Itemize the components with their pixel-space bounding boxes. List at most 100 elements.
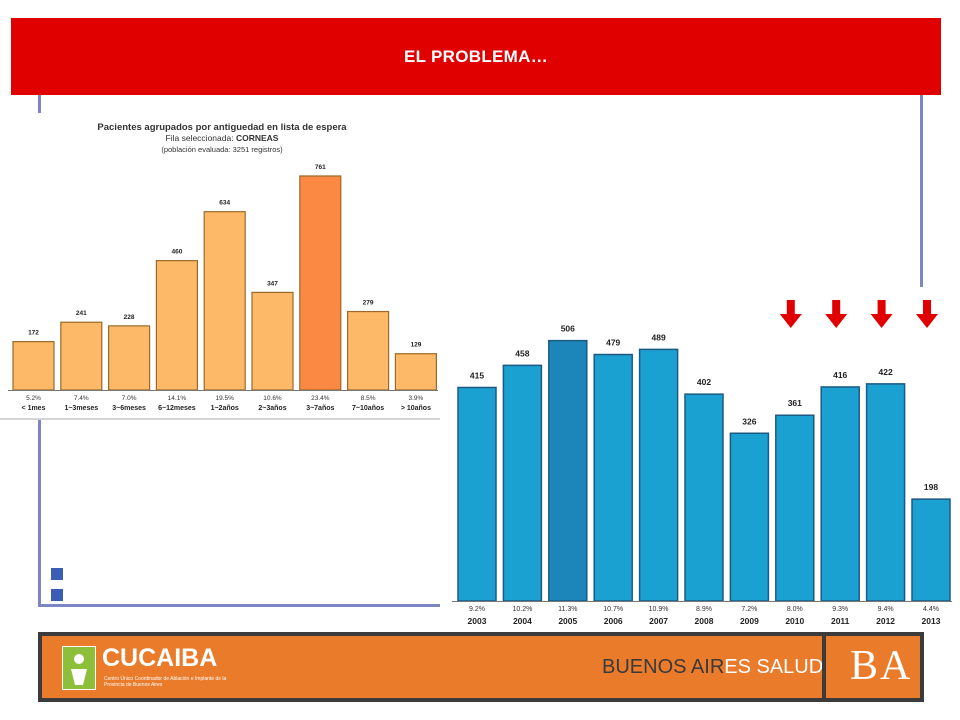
down-arrow-icon: [870, 300, 893, 328]
chart-left-percent-label: 8.5%: [361, 395, 376, 402]
chart-left-value-label: 347: [267, 280, 278, 287]
chart-right-percent-label: 4.4%: [923, 606, 939, 613]
chart-left-bar: [299, 175, 342, 391]
chart-left-value-label: 761: [315, 164, 326, 171]
chart-right-value-label: 361: [788, 398, 802, 408]
chart-left-title: Pacientes agrupados por antiguedad en li…: [97, 122, 347, 133]
chart-right-bar: [729, 432, 770, 602]
footer-separator: [822, 636, 826, 698]
chart-right-percent-label: 8.0%: [787, 606, 803, 613]
chart-right-tick-label: 2003: [468, 616, 487, 626]
chart-right-value-label: 489: [652, 332, 666, 342]
chart-right-tick-label: 2004: [513, 616, 532, 626]
chart-left-percent-label: 3.9%: [408, 395, 423, 402]
chart-right-tick-label: 2010: [785, 616, 804, 626]
chart-right-percent-label: 10.9%: [649, 606, 669, 613]
chart-right-bar: [548, 339, 588, 602]
chart-right-value-label: 415: [470, 370, 484, 380]
chart-left-tick-label: 6~12meses: [158, 405, 196, 412]
chart-left-bar: [251, 291, 294, 391]
chart-right-bar: [775, 414, 815, 602]
chart-left-value-label: 172: [28, 330, 39, 337]
ba-logo: BA: [850, 643, 913, 689]
chart-left-subtitle-1-label: Fila seleccionada:: [166, 133, 236, 143]
title-banner: EL PROBLEMA…: [11, 18, 941, 95]
chart-right-bar: [638, 348, 679, 602]
chart-right-percent-label: 8.9%: [696, 606, 712, 613]
chart-right-tick-label: 2013: [922, 616, 941, 626]
chart-left-percent-label: 14.1%: [168, 395, 187, 402]
chart-left-value-label: 279: [363, 300, 374, 307]
chart-left-bar: [347, 310, 390, 391]
chart-left-value-label: 634: [219, 200, 230, 207]
chart-left-subtitle-2: (población evaluada: 3251 registros): [161, 145, 283, 154]
chart-left-value-label: 241: [76, 310, 87, 317]
chart-right-percent-label: 9.2%: [469, 606, 485, 613]
chart-left-percent-label: 5.2%: [26, 395, 41, 402]
chart-left-tick-label: 1~3meses: [64, 405, 98, 412]
down-arrow-icon: [916, 300, 938, 328]
chart-right-tick-label: 2009: [740, 616, 759, 626]
chart-right-percent-label: 9.4%: [878, 606, 894, 613]
chart-right-bar: [684, 393, 724, 602]
chart-right-tick-label: 2006: [604, 616, 623, 626]
chart-left-tick-label: 2~3años: [258, 405, 286, 412]
chart-right-percent-label: 9.3%: [832, 606, 848, 613]
cucaiba-logo-icon: [62, 646, 96, 690]
chart-left-percent-label: 23.4%: [311, 395, 330, 402]
cucaiba-logo-text: CUCAIBA: [102, 644, 218, 672]
chart-right-tick-label: 2007: [649, 616, 668, 626]
chart-left-value-label: 228: [124, 314, 135, 321]
chart-right-bar: [865, 383, 906, 602]
chart-left-value-label: 129: [410, 342, 421, 349]
chart-right-bar: [593, 353, 633, 602]
chart-left-value-label: 460: [171, 249, 182, 256]
chart-left-tick-label: > 10años: [401, 405, 431, 412]
chart-left-bar: [60, 321, 103, 391]
buenos-aires-salud-text: BUENOS AIRES SALUD: [602, 656, 823, 679]
chart-right-value-label: 458: [515, 348, 529, 358]
chart-left-subtitle-1: Fila seleccionada: CORNEAS: [166, 133, 279, 143]
footer-bar: CUCAIBA Centro Único Coordinador de Abla…: [38, 632, 924, 702]
chart-right-percent-label: 11.3%: [558, 606, 577, 613]
chart-left-bar: [394, 353, 437, 391]
chart-left-bar: [203, 211, 246, 391]
chart-left-subtitle-1-value: CORNEAS: [236, 133, 279, 143]
chart-right-tick-label: 2012: [876, 616, 895, 626]
chart-right-value-label: 479: [606, 338, 620, 348]
ba-salud-part1: BUENOS AIR: [602, 656, 725, 678]
chart-right-percent-label: 7.2%: [741, 606, 757, 613]
bullet-square-2: [51, 589, 63, 601]
decorative-line-right: [920, 95, 923, 287]
waiting-time-chart: Pacientes agrupados por antiguedad en li…: [0, 113, 442, 420]
chart-right-value-label: 198: [924, 482, 938, 492]
decorative-line-horizontal: [38, 604, 440, 607]
down-arrow-icon: [779, 300, 802, 328]
chart-left-bar: [12, 341, 55, 391]
chart-left-percent-label: 19.5%: [215, 395, 234, 402]
chart-left-tick-label: < 1mes: [22, 405, 46, 412]
chart-right-bar: [502, 364, 543, 602]
slide-title: EL PROBLEMA…: [403, 46, 549, 66]
chart-right-tick-label: 2008: [695, 616, 714, 626]
chart-right-value-label: 402: [697, 377, 711, 387]
chart-left-tick-label: 3~6meses: [112, 405, 146, 412]
chart-left-percent-label: 7.0%: [122, 395, 137, 402]
chart-right-value-label: 416: [833, 370, 847, 380]
chart-left-percent-label: 7.4%: [74, 395, 89, 402]
chart-right-tick-label: 2005: [558, 616, 577, 626]
chart-left-tick-label: 3~7años: [306, 405, 334, 412]
chart-right-tick-label: 2011: [831, 616, 850, 626]
chart-left-tick-label: 7~10años: [352, 405, 384, 412]
chart-right-bar: [820, 386, 860, 602]
chart-right-value-label: 506: [561, 324, 575, 334]
annual-chart: 415 9.2% 2003 458 10.2% 2004 506 11.3% 2005 479 10…: [440, 290, 958, 632]
chart-right-percent-label: 10.7%: [603, 606, 623, 613]
ba-salud-part2: ES SALUD: [724, 656, 824, 678]
chart-right-bar: [911, 498, 951, 602]
chart-left-bar: [107, 325, 151, 391]
chart-right-value-label: 422: [879, 367, 893, 377]
footer-inner: CUCAIBA Centro Único Coordinador de Abla…: [42, 636, 920, 698]
down-arrow-icon: [825, 300, 848, 328]
cucaiba-logo-figure: [71, 654, 87, 685]
